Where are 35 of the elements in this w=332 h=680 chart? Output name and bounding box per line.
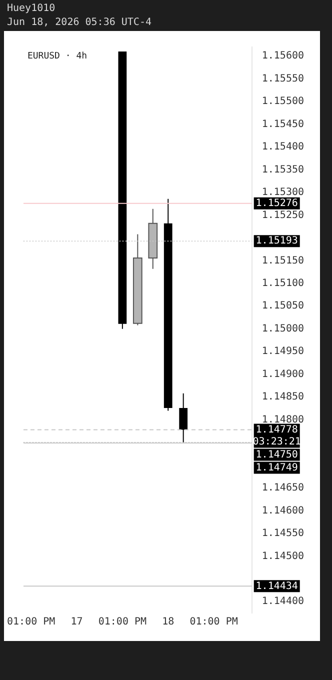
ref-line-label: 1.15276 <box>256 198 298 209</box>
y-tick-label: 1.14850 <box>262 392 304 403</box>
y-tick-label: 1.14550 <box>262 528 304 540</box>
text: Jun 18, 2026 05:36 UTC-4 <box>7 16 152 30</box>
y-tick-label: 1.14600 <box>262 505 304 516</box>
ref-line-label: 1.14434 <box>256 580 298 592</box>
y-tick-label: 1.15150 <box>262 255 304 266</box>
x-tick-label: 01:00 PM <box>98 616 147 628</box>
x-tick-label: 01:00 PM <box>190 616 238 628</box>
y-tick-label: 1.15300 <box>262 187 304 198</box>
y-tick-label: 1.14500 <box>262 550 304 562</box>
ref-line-label: 1.14750 <box>256 449 298 460</box>
y-tick-label: 1.14900 <box>262 368 304 380</box>
x-tick-label: 17 <box>70 616 83 628</box>
y-tick-label: 1.15500 <box>262 96 304 108</box>
y-tick-label: 1.14800 <box>262 414 304 426</box>
y-tick-label: 1.15100 <box>262 278 304 289</box>
y-tick-label: 1.14950 <box>262 346 304 358</box>
y-tick-label: 1.15450 <box>262 118 304 130</box>
y-tick-label: 1.15050 <box>262 300 304 312</box>
x-tick-label: 01:00 PM <box>6 616 56 628</box>
x-tick-label: 18 <box>162 616 174 628</box>
ref-line-label: 1.15193 <box>256 236 298 247</box>
y-tick-label: 1.15350 <box>262 164 304 176</box>
y-tick-label: 1.15600 <box>262 50 304 62</box>
candlestick <box>179 392 188 444</box>
text: EURUSD · 4h <box>27 51 88 62</box>
y-tick-label: 1.15550 <box>262 73 304 84</box>
ref-line-label: 1.14749 <box>256 462 298 474</box>
y-tick-label: 1.15000 <box>262 323 304 334</box>
y-tick-label: 1.15250 <box>262 210 304 221</box>
text: Huey1010 <box>7 2 56 16</box>
y-tick-label: 1.15400 <box>262 142 304 153</box>
y-tick-label: 1.14400 <box>262 596 304 608</box>
y-tick-label: 1.14650 <box>262 482 304 494</box>
